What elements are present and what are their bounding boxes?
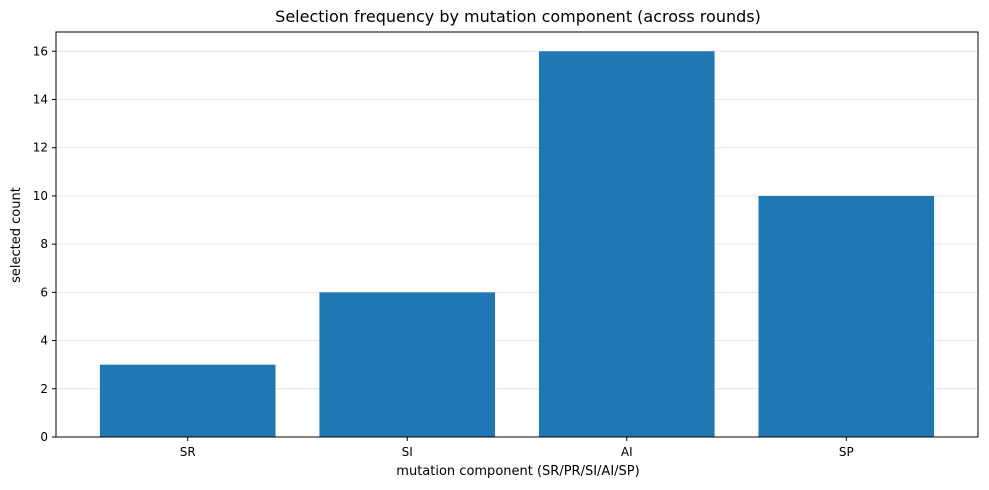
x-tick-label-si: SI: [402, 445, 413, 459]
x-tick-label-sp: SP: [839, 445, 854, 459]
bars: [99, 51, 935, 438]
bar-sr: [99, 364, 276, 437]
y-tick-label: 0: [40, 430, 48, 444]
x-axis: SR SI AI SP: [180, 437, 854, 459]
x-tick-label-sr: SR: [180, 445, 196, 459]
y-tick-label: 12: [33, 141, 48, 155]
bar-sp: [758, 195, 935, 437]
y-tick-label: 16: [33, 44, 48, 58]
y-tick-label: 10: [33, 189, 48, 203]
plot-frame: [55, 31, 979, 438]
y-tick-label: 4: [40, 334, 48, 348]
y-tick-label: 6: [40, 285, 48, 299]
bar-ai: [538, 51, 715, 438]
bar-si: [319, 292, 496, 437]
x-tick-label-ai: AI: [621, 445, 633, 459]
x-axis-label: mutation component (SR/PR/SI/AI/SP): [396, 464, 639, 479]
y-axis-label: selected count: [9, 187, 24, 283]
y-tick-label: 14: [33, 93, 48, 107]
y-tick-label: 2: [40, 382, 48, 396]
chart-title: Selection frequency by mutation componen…: [275, 7, 761, 26]
y-tick-label: 8: [40, 237, 48, 251]
y-axis: 0 2 4 6 8 10 12 14 16: [33, 44, 56, 444]
